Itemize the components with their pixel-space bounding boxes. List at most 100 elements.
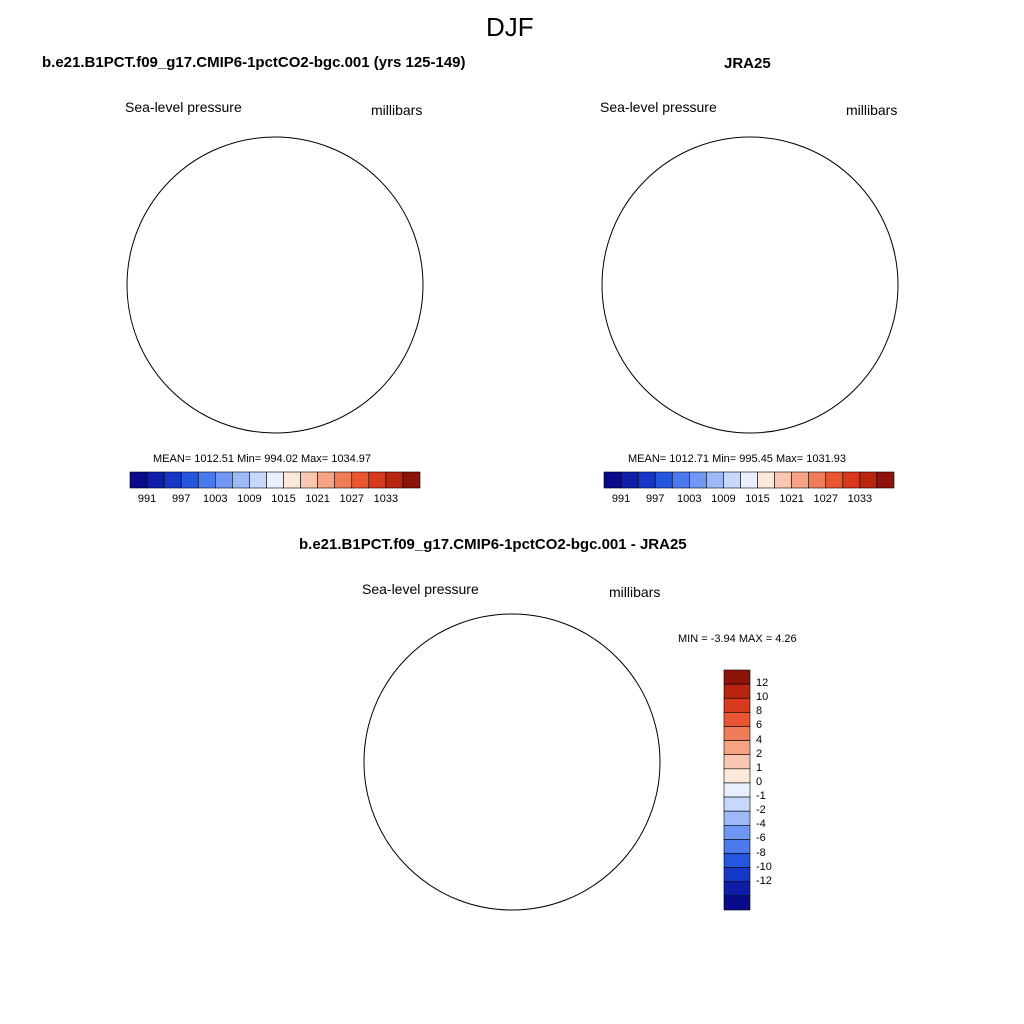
colorbar-tick-label: 1027	[339, 493, 364, 505]
colorbar-jra25	[603, 471, 895, 489]
colorbar-tick-label: 1033	[373, 493, 399, 505]
colorbar-swatch	[163, 471, 182, 489]
colorbar-swatch	[385, 471, 404, 489]
panel2-units-label: millibars	[846, 102, 898, 118]
colorbar-tick-label: 997	[171, 493, 191, 505]
colorbar-swatch	[249, 471, 267, 489]
colorbar-swatch	[214, 471, 233, 489]
colorbar-swatch	[723, 683, 751, 699]
colorbar-swatch	[671, 471, 690, 489]
colorbar-swatch	[723, 697, 751, 713]
colorbar-tick-label: -2	[756, 804, 766, 817]
colorbar-swatch	[723, 839, 751, 854]
panel3-variable-label: Sea-level pressure	[362, 581, 479, 597]
panel1-heading: b.e21.B1PCT.f09_g17.CMIP6-1pctCO2-bgc.00…	[42, 54, 466, 71]
map-difference	[363, 613, 661, 911]
map-jra25-mean	[601, 136, 899, 434]
colorbar-swatch	[723, 740, 751, 756]
colorbar-swatch	[334, 471, 353, 489]
colorbar-swatch	[706, 471, 724, 489]
colorbar-tick-label: 4	[756, 733, 763, 746]
colorbar-tick-label: 0	[756, 775, 763, 788]
panel2-stats: MEAN= 1012.71 Min= 995.45 Max= 1031.93	[628, 453, 847, 465]
colorbar-swatch	[180, 471, 199, 489]
colorbar-swatch	[774, 471, 792, 489]
colorbar-swatch	[740, 471, 758, 489]
panel3-units-label: millibars	[609, 584, 661, 600]
colorbar-swatch	[723, 881, 751, 897]
colorbar-tick-label: -4	[756, 818, 766, 831]
colorbar-tick-label: -6	[756, 832, 766, 845]
colorbar-tick-label: -8	[756, 846, 766, 859]
colorbar-swatch	[723, 768, 751, 784]
colorbar-swatch	[876, 471, 895, 489]
colorbar-swatch	[842, 471, 861, 489]
colorbar-tick-label: 6	[756, 719, 763, 732]
colorbar-swatch	[688, 471, 707, 489]
colorbar-swatch	[859, 471, 878, 489]
colorbar-tick-label: -1	[756, 790, 766, 803]
panel1-units-label: millibars	[371, 102, 423, 118]
colorbar-tick-label: 1015	[271, 493, 296, 505]
colorbar-swatch	[283, 471, 301, 489]
colorbar-tick-label: 1009	[711, 493, 736, 505]
colorbar-tick-label: 1003	[203, 493, 228, 505]
colorbar-swatch	[723, 471, 741, 489]
colorbar-swatch	[197, 471, 216, 489]
colorbar-tick-label: 8	[756, 705, 763, 718]
map-model-mean	[126, 136, 445, 445]
colorbar-tick-label: 1015	[745, 493, 770, 505]
panel1-variable-label: Sea-level pressure	[125, 99, 242, 115]
colorbar-swatch	[723, 810, 751, 826]
colorbar-tick-label: 1003	[677, 493, 702, 505]
figure-title: DJF	[486, 12, 534, 42]
colorbar-swatch	[129, 471, 148, 489]
colorbar-swatch	[723, 867, 751, 883]
colorbar-swatch	[654, 471, 673, 489]
colorbar-tick-label: 1021	[779, 493, 804, 505]
colorbar-swatch	[368, 471, 387, 489]
colorbar-swatch	[232, 471, 250, 489]
colorbar-swatch	[351, 471, 370, 489]
colorbar-tick-label: 991	[137, 493, 157, 505]
panel3-stats: MIN = -3.94 MAX = 4.26	[678, 633, 797, 645]
colorbar-swatch	[620, 471, 639, 489]
colorbar-swatch	[791, 471, 810, 489]
colorbar-tick-label: 1	[756, 761, 763, 774]
colorbar-swatch	[723, 895, 751, 911]
colorbar-swatch	[723, 754, 751, 770]
colorbar-swatch	[603, 471, 622, 489]
colorbar-swatch	[317, 471, 336, 489]
panel2-variable-label: Sea-level pressure	[600, 99, 717, 115]
colorbar-tick-label: 1021	[305, 493, 330, 505]
colorbar-model	[129, 471, 421, 489]
colorbar-tick-label: 12	[756, 677, 769, 690]
colorbar-swatch	[146, 471, 165, 489]
colorbar-tick-label: 1009	[237, 493, 262, 505]
colorbar-swatch	[723, 712, 751, 727]
colorbar-swatch	[723, 669, 751, 685]
panel3-heading: b.e21.B1PCT.f09_g17.CMIP6-1pctCO2-bgc.00…	[299, 536, 687, 553]
colorbar-swatch	[723, 796, 751, 812]
colorbar-swatch	[723, 782, 751, 798]
panel1-stats: MEAN= 1012.51 Min= 994.02 Max= 1034.97	[153, 453, 372, 465]
colorbar-swatch	[300, 471, 318, 489]
colorbar-swatch	[402, 471, 421, 489]
colorbar-swatch	[723, 726, 751, 741]
colorbar-tick-label: 997	[645, 493, 665, 505]
colorbar-swatch	[723, 824, 751, 840]
colorbar-tick-label: -12	[756, 874, 772, 887]
colorbar-tick-label: 991	[611, 493, 631, 505]
colorbar-tick-label: 1027	[813, 493, 838, 505]
colorbar-swatch	[723, 853, 751, 868]
colorbar-difference	[723, 669, 751, 911]
colorbar-tick-label: -10	[756, 860, 772, 873]
colorbar-swatch	[825, 471, 844, 489]
colorbar-tick-label: 2	[756, 747, 763, 760]
colorbar-swatch	[266, 471, 284, 489]
colorbar-swatch	[757, 471, 775, 489]
colorbar-swatch	[808, 471, 827, 489]
colorbar-tick-label: 1033	[847, 493, 873, 505]
colorbar-tick-label: 10	[756, 691, 769, 704]
